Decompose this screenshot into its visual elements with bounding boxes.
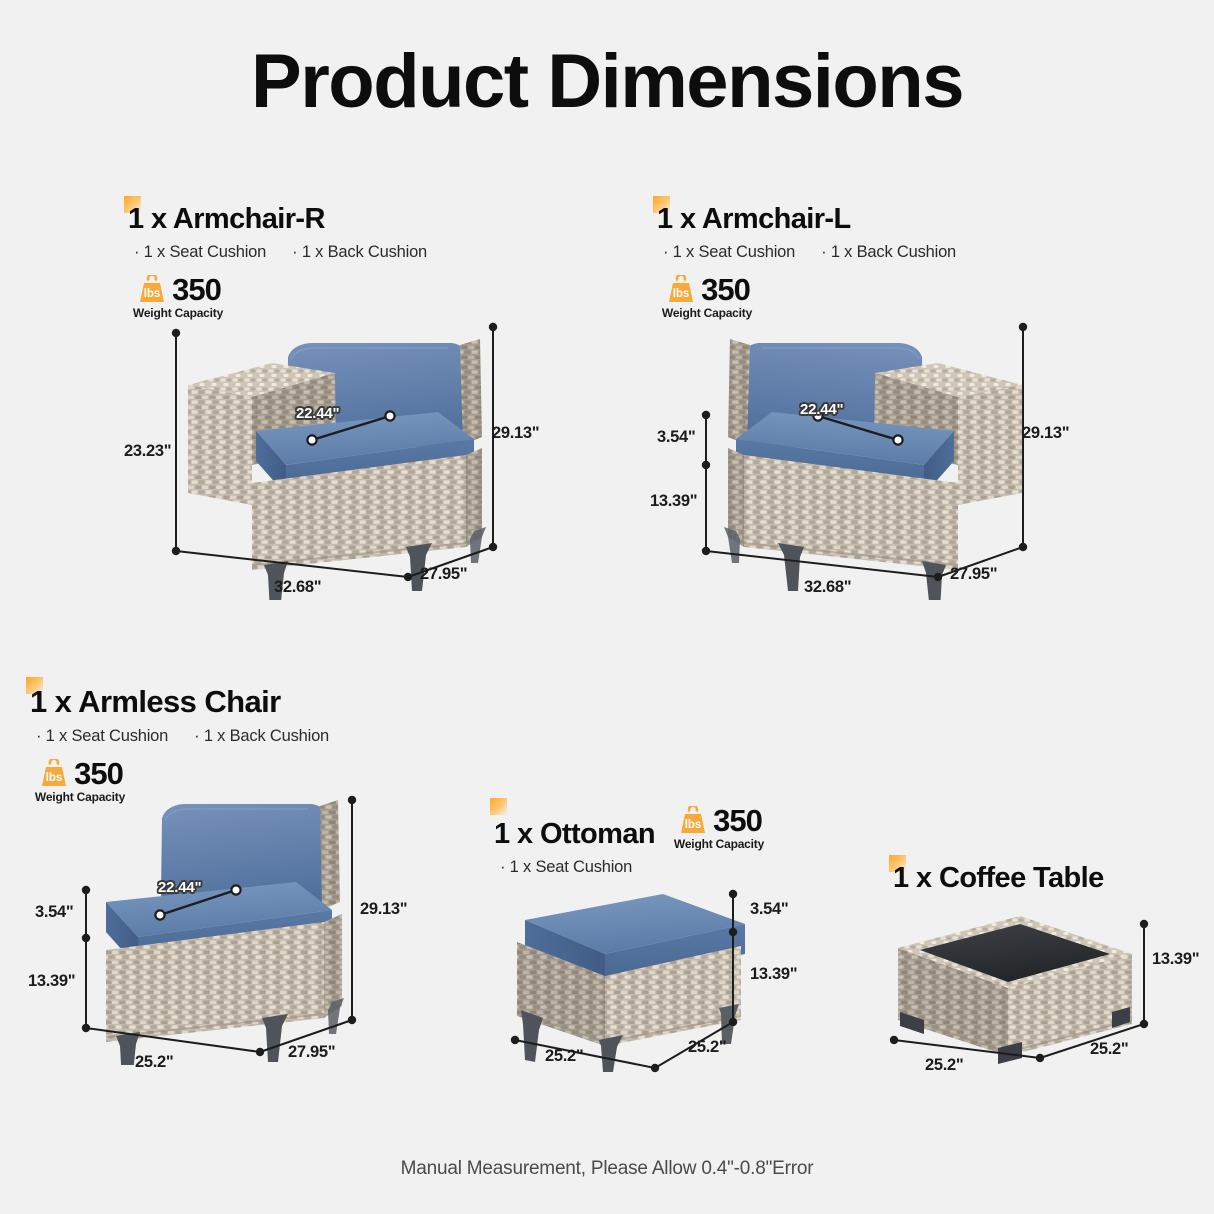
dim-seat-diagonal: 22.44" bbox=[800, 401, 844, 418]
product-header-armchair-l: 1 x Armchair-L · 1 x Seat Cushion · 1 x … bbox=[653, 196, 956, 320]
figure-armless-chair bbox=[70, 790, 370, 1065]
cushion-item: · 1 x Seat Cushion bbox=[134, 243, 267, 261]
product-title: 1 x Coffee Table bbox=[893, 862, 1104, 894]
svg-text:lbs: lbs bbox=[673, 288, 690, 300]
dim-cushion-height: 3.54" bbox=[657, 428, 696, 446]
weight-badge-top: lbs 350 bbox=[664, 272, 751, 307]
weight-badge-top: lbs 350 bbox=[37, 756, 124, 791]
weight-capacity-badge: lbs 350 Weight Capacity bbox=[657, 274, 757, 320]
cushion-item: · 1 x Seat Cushion bbox=[663, 243, 796, 261]
dim-height: 13.39" bbox=[1152, 950, 1200, 968]
corner-accent-icon bbox=[26, 677, 43, 694]
figure-coffee-table bbox=[880, 900, 1160, 1080]
product-header-coffee-table: 1 x Coffee Table bbox=[889, 855, 1104, 895]
product-title: 1 x Ottoman bbox=[494, 818, 656, 850]
dim-depth: 27.95" bbox=[950, 565, 998, 583]
page-title: Product Dimensions bbox=[251, 39, 965, 124]
dim-width: 25.2" bbox=[135, 1053, 174, 1071]
dim-depth: 27.95" bbox=[288, 1043, 336, 1061]
dimlines-ottoman bbox=[510, 889, 738, 1073]
title-row: 1 x Ottoman lbs 350 Weight Capacity bbox=[490, 798, 769, 851]
dim-depth: 27.95" bbox=[420, 565, 468, 583]
dim-right-height: 29.13" bbox=[1022, 424, 1070, 442]
title-row: 1 x Armchair-R bbox=[124, 196, 427, 236]
weight-icon: lbs bbox=[135, 274, 169, 305]
cushion-list: · 1 x Seat Cushion · 1 x Back Cushion bbox=[128, 243, 427, 262]
weight-value: 350 bbox=[713, 803, 763, 838]
title-row: 1 x Armchair-L bbox=[653, 196, 956, 236]
weight-icon: lbs bbox=[37, 758, 71, 789]
dimlines-coffee-table bbox=[889, 919, 1149, 1063]
dim-base-height: 13.39" bbox=[28, 972, 76, 990]
weight-caption: Weight Capacity bbox=[132, 306, 224, 320]
corner-accent-icon bbox=[653, 196, 670, 213]
dim-width: 32.68" bbox=[804, 578, 852, 596]
weight-icon: lbs bbox=[664, 274, 698, 305]
cushion-list: · 1 x Seat Cushion · 1 x Back Cushion bbox=[657, 243, 956, 262]
dimlines-armchair-l bbox=[701, 322, 1028, 582]
dim-base-height: 13.39" bbox=[650, 492, 698, 510]
weight-icon: lbs bbox=[676, 805, 710, 836]
dimlines-armless-chair bbox=[81, 795, 357, 1057]
figure-armchair-l bbox=[690, 315, 1050, 600]
weight-value: 350 bbox=[74, 756, 124, 791]
title-row: 1 x Coffee Table bbox=[889, 855, 1104, 895]
cushion-item: · 1 x Seat Cushion bbox=[500, 858, 633, 876]
product-title: 1 x Armchair-L bbox=[657, 203, 851, 235]
cushion-list: · 1 x Seat Cushion · 1 x Back Cushion bbox=[30, 727, 329, 746]
weight-capacity-badge: lbs 350 Weight Capacity bbox=[669, 805, 769, 851]
weight-value: 350 bbox=[701, 272, 751, 307]
corner-accent-icon bbox=[889, 855, 906, 872]
corner-accent-icon bbox=[124, 196, 141, 213]
weight-badge-top: lbs 350 bbox=[676, 803, 763, 838]
dim-cushion-height: 3.54" bbox=[35, 903, 74, 921]
dim-cushion-height: 3.54" bbox=[750, 900, 789, 918]
svg-text:lbs: lbs bbox=[144, 288, 161, 300]
weight-caption: Weight Capacity bbox=[661, 306, 753, 320]
weight-caption: Weight Capacity bbox=[673, 837, 765, 851]
cushion-item: · 1 x Seat Cushion bbox=[36, 727, 169, 745]
dim-base-height: 13.39" bbox=[750, 965, 798, 983]
weight-caption: Weight Capacity bbox=[34, 790, 126, 804]
title-row: 1 x Armless Chair bbox=[26, 677, 329, 720]
dim-width: 25.2" bbox=[545, 1047, 584, 1065]
product-header-armless-chair: 1 x Armless Chair · 1 x Seat Cushion · 1… bbox=[26, 677, 329, 804]
dim-seat-diagonal: 22.44" bbox=[158, 879, 202, 896]
footer-note: Manual Measurement, Please Allow 0.4"-0.… bbox=[400, 1158, 814, 1179]
weight-value: 350 bbox=[172, 272, 222, 307]
cushion-item: · 1 x Back Cushion bbox=[821, 243, 957, 261]
product-header-armchair-r: 1 x Armchair-R · 1 x Seat Cushion · 1 x … bbox=[124, 196, 427, 320]
svg-text:lbs: lbs bbox=[685, 819, 702, 831]
dim-depth: 25.2" bbox=[688, 1038, 727, 1056]
dim-right-height: 29.13" bbox=[492, 424, 540, 442]
figure-ottoman bbox=[495, 880, 785, 1075]
weight-badge-top: lbs 350 bbox=[135, 272, 222, 307]
svg-text:lbs: lbs bbox=[46, 772, 63, 784]
dim-left-height: 23.23" bbox=[124, 442, 172, 460]
dimlines-armchair-r bbox=[171, 322, 498, 582]
weight-capacity-badge: lbs 350 Weight Capacity bbox=[128, 274, 228, 320]
figure-armchair-r bbox=[160, 315, 520, 600]
dim-depth: 25.2" bbox=[1090, 1040, 1129, 1058]
cushion-item: · 1 x Back Cushion bbox=[194, 727, 330, 745]
product-header-ottoman: 1 x Ottoman lbs 350 Weight Capacity · 1 … bbox=[490, 798, 769, 877]
cushion-list: · 1 x Seat Cushion bbox=[494, 858, 769, 877]
dim-width: 32.68" bbox=[274, 578, 322, 596]
product-title: 1 x Armless Chair bbox=[30, 684, 281, 719]
dim-right-height: 29.13" bbox=[360, 900, 408, 918]
dim-seat-diagonal: 22.44" bbox=[296, 405, 340, 422]
product-title: 1 x Armchair-R bbox=[128, 203, 325, 235]
dim-width: 25.2" bbox=[925, 1056, 964, 1074]
corner-accent-icon bbox=[490, 798, 507, 815]
weight-capacity-badge: lbs 350 Weight Capacity bbox=[30, 758, 130, 804]
cushion-item: · 1 x Back Cushion bbox=[292, 243, 428, 261]
